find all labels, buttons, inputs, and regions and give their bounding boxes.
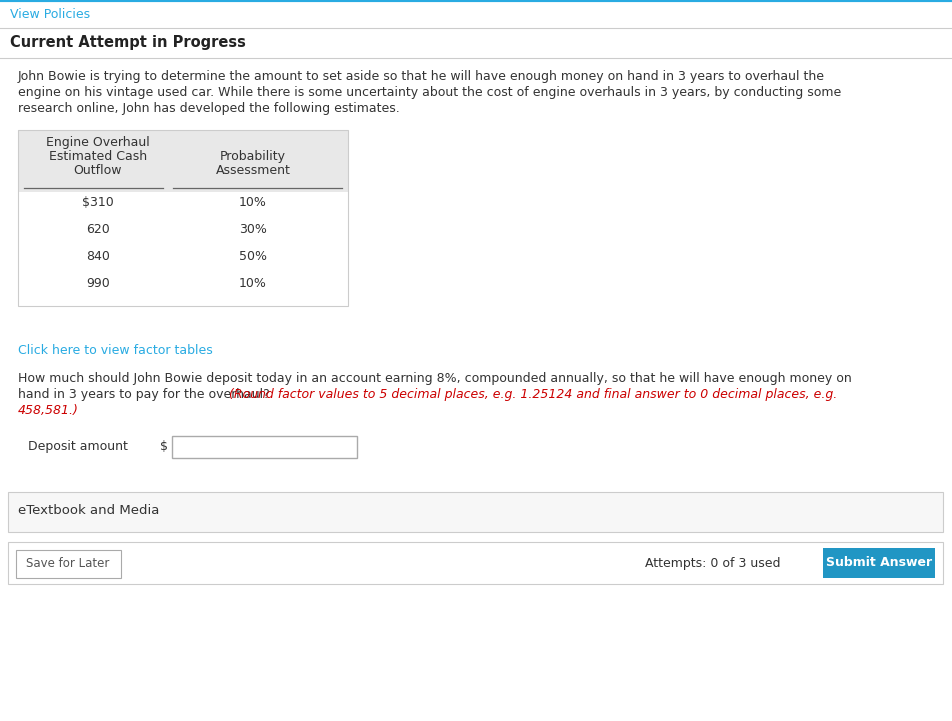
Text: 10%: 10% — [239, 277, 267, 290]
Text: Deposit amount: Deposit amount — [28, 440, 128, 453]
FancyBboxPatch shape — [18, 130, 347, 192]
FancyBboxPatch shape — [8, 542, 942, 584]
Text: Current Attempt in Progress: Current Attempt in Progress — [10, 35, 246, 50]
Text: $: $ — [160, 440, 168, 453]
FancyBboxPatch shape — [8, 492, 942, 532]
Text: (Round factor values to 5 decimal places, e.g. 1.25124 and final answer to 0 dec: (Round factor values to 5 decimal places… — [228, 388, 837, 401]
Text: research online, John has developed the following estimates.: research online, John has developed the … — [18, 102, 399, 115]
Text: 458,581.): 458,581.) — [18, 404, 79, 417]
FancyBboxPatch shape — [171, 436, 357, 458]
Text: 620: 620 — [86, 223, 109, 236]
Text: How much should John Bowie deposit today in an account earning 8%, compounded an: How much should John Bowie deposit today… — [18, 372, 851, 385]
Text: Probability: Probability — [220, 150, 286, 163]
Text: 840: 840 — [86, 250, 109, 263]
Text: Submit Answer: Submit Answer — [825, 556, 931, 569]
Text: hand in 3 years to pay for the overhaul?: hand in 3 years to pay for the overhaul? — [18, 388, 273, 401]
Text: 50%: 50% — [239, 250, 267, 263]
Text: 990: 990 — [86, 277, 109, 290]
Text: Attempts: 0 of 3 used: Attempts: 0 of 3 used — [645, 557, 780, 570]
Text: $310: $310 — [82, 196, 113, 209]
Text: Save for Later: Save for Later — [27, 557, 109, 570]
Text: Engine Overhaul: Engine Overhaul — [46, 136, 149, 149]
Text: engine on his vintage used car. While there is some uncertainty about the cost o: engine on his vintage used car. While th… — [18, 86, 841, 99]
Text: John Bowie is trying to determine the amount to set aside so that he will have e: John Bowie is trying to determine the am… — [18, 70, 824, 83]
Text: 30%: 30% — [239, 223, 267, 236]
FancyBboxPatch shape — [16, 550, 121, 578]
Text: Estimated Cash: Estimated Cash — [49, 150, 147, 163]
FancyBboxPatch shape — [823, 548, 934, 578]
Text: Assessment: Assessment — [215, 164, 290, 177]
Text: View Policies: View Policies — [10, 8, 90, 21]
Text: 10%: 10% — [239, 196, 267, 209]
Text: eTextbook and Media: eTextbook and Media — [18, 504, 159, 517]
Text: Outflow: Outflow — [73, 164, 122, 177]
Text: Click here to view factor tables: Click here to view factor tables — [18, 344, 212, 357]
